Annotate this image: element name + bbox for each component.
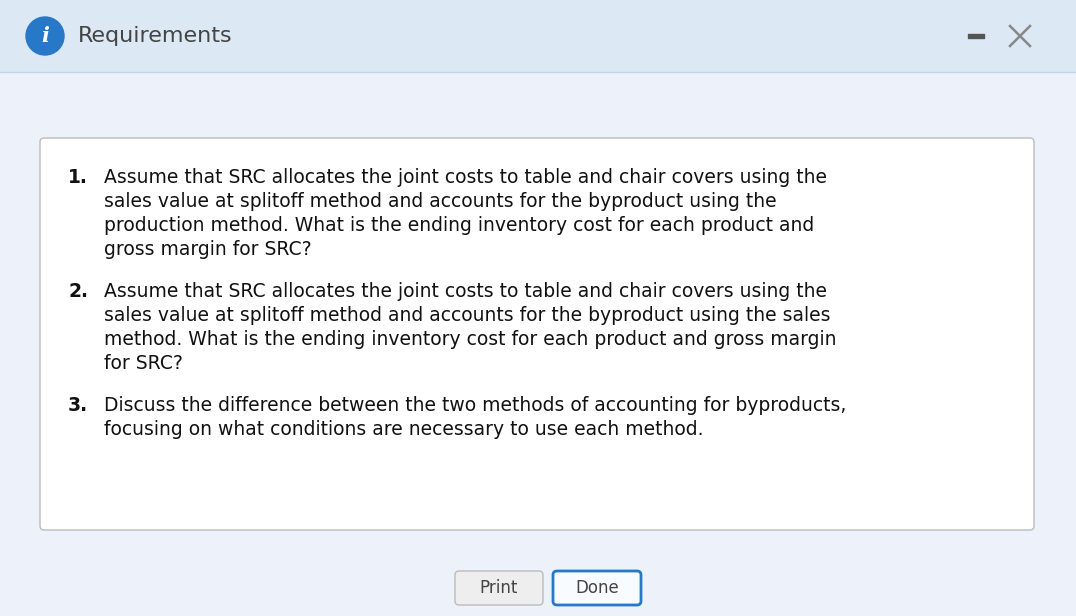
Text: gross margin for SRC?: gross margin for SRC? (104, 240, 312, 259)
FancyBboxPatch shape (553, 571, 641, 605)
Text: Discuss the difference between the two methods of accounting for byproducts,: Discuss the difference between the two m… (104, 396, 847, 415)
Text: Assume that SRC allocates the joint costs to table and chair covers using the: Assume that SRC allocates the joint cost… (104, 168, 827, 187)
FancyBboxPatch shape (0, 0, 1076, 72)
FancyBboxPatch shape (40, 138, 1034, 530)
Text: Print: Print (480, 579, 519, 597)
FancyBboxPatch shape (455, 571, 543, 605)
Text: focusing on what conditions are necessary to use each method.: focusing on what conditions are necessar… (104, 420, 704, 439)
Text: production method. What is the ending inventory cost for each product and: production method. What is the ending in… (104, 216, 815, 235)
Text: sales value at splitoff method and accounts for the byproduct using the: sales value at splitoff method and accou… (104, 192, 777, 211)
Text: method. What is the ending inventory cost for each product and gross margin: method. What is the ending inventory cos… (104, 330, 836, 349)
Circle shape (26, 17, 63, 55)
Text: Assume that SRC allocates the joint costs to table and chair covers using the: Assume that SRC allocates the joint cost… (104, 282, 827, 301)
Text: i: i (41, 26, 48, 46)
Text: 3.: 3. (68, 396, 88, 415)
Text: 1.: 1. (68, 168, 88, 187)
Text: sales value at splitoff method and accounts for the byproduct using the sales: sales value at splitoff method and accou… (104, 306, 831, 325)
Text: 2.: 2. (68, 282, 88, 301)
Text: Requirements: Requirements (77, 26, 232, 46)
Text: for SRC?: for SRC? (104, 354, 183, 373)
Text: Done: Done (576, 579, 619, 597)
